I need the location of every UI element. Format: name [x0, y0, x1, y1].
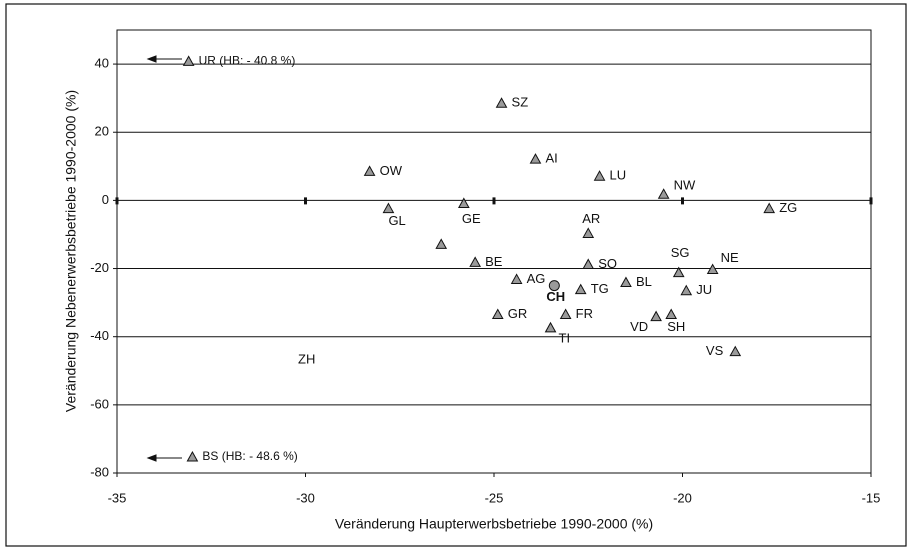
point-label: ZG: [779, 200, 797, 215]
point: [672, 266, 685, 278]
annotation: ZH: [298, 351, 315, 366]
point-label: GE: [462, 211, 481, 226]
point-label: GR: [508, 306, 528, 321]
y-tick-label: 40: [95, 56, 109, 71]
plot-area: [116, 29, 872, 474]
point: [729, 345, 742, 357]
point-label: UR (HB: - 40.8 %): [199, 54, 296, 68]
point: [574, 283, 587, 295]
point-label: AG: [527, 271, 546, 286]
x-tick-label: -20: [673, 490, 692, 505]
point: [457, 197, 470, 208]
y-tick-label: -60: [90, 396, 109, 411]
point-label: VD: [630, 319, 648, 334]
point: [665, 308, 678, 320]
y-tick-label: 20: [95, 124, 109, 139]
point: [593, 170, 606, 181]
arrows: [146, 55, 182, 462]
point-label: SO: [598, 256, 617, 271]
point: [650, 310, 662, 322]
point: [706, 263, 719, 275]
point-label: TI: [559, 330, 571, 345]
point: [548, 280, 560, 292]
y-tick-label: -80: [90, 464, 109, 479]
x-tick-label: -35: [108, 490, 127, 505]
point: [544, 321, 557, 333]
point: [435, 238, 448, 249]
frame: [5, 3, 907, 547]
point-label: NE: [721, 250, 739, 265]
y-tick-label: 0: [102, 192, 109, 207]
point: [657, 188, 670, 199]
point: [763, 202, 776, 214]
point-label: TG: [591, 281, 609, 296]
point-label: OW: [380, 163, 403, 178]
y-tick-label: -20: [90, 260, 109, 275]
point-label: FR: [576, 306, 593, 321]
point-label: AR: [582, 211, 600, 226]
y-tick-label: -40: [90, 328, 109, 343]
point-label: NW: [674, 178, 696, 193]
point-label: BL: [636, 274, 652, 289]
point-label: BE: [485, 254, 503, 269]
x-tick-label: -30: [296, 490, 315, 505]
point-label: AI: [545, 151, 557, 166]
point-label: BS (HB: - 48.6 %): [202, 449, 297, 463]
point: [491, 308, 504, 320]
point: [182, 55, 195, 66]
point: [559, 308, 572, 320]
point-label: SZ: [512, 95, 529, 110]
point: [469, 256, 481, 267]
point: [680, 284, 693, 296]
point-label: CH: [546, 289, 565, 304]
point-label: GL: [388, 213, 405, 228]
point: [186, 450, 199, 462]
point: [510, 273, 523, 284]
point-label: JU: [696, 282, 712, 297]
point: [582, 258, 595, 269]
point: [582, 227, 595, 238]
x-tick-label: -15: [862, 490, 881, 505]
point: [620, 276, 632, 288]
point-label: VS: [706, 343, 724, 358]
x-tick-label: -25: [485, 490, 504, 505]
point-label: SH: [667, 319, 685, 334]
point-label: LU: [610, 168, 627, 183]
x-axis-label: Veränderung Haupterwerbsbetriebe 1990-20…: [335, 516, 653, 532]
point: [363, 165, 376, 176]
y-axis-label: Veränderung Nebenerwerbsbetriebe 1990-20…: [63, 90, 79, 412]
point: [529, 153, 542, 164]
point: [495, 97, 508, 108]
point-label: SG: [671, 245, 690, 260]
point: [382, 202, 395, 214]
